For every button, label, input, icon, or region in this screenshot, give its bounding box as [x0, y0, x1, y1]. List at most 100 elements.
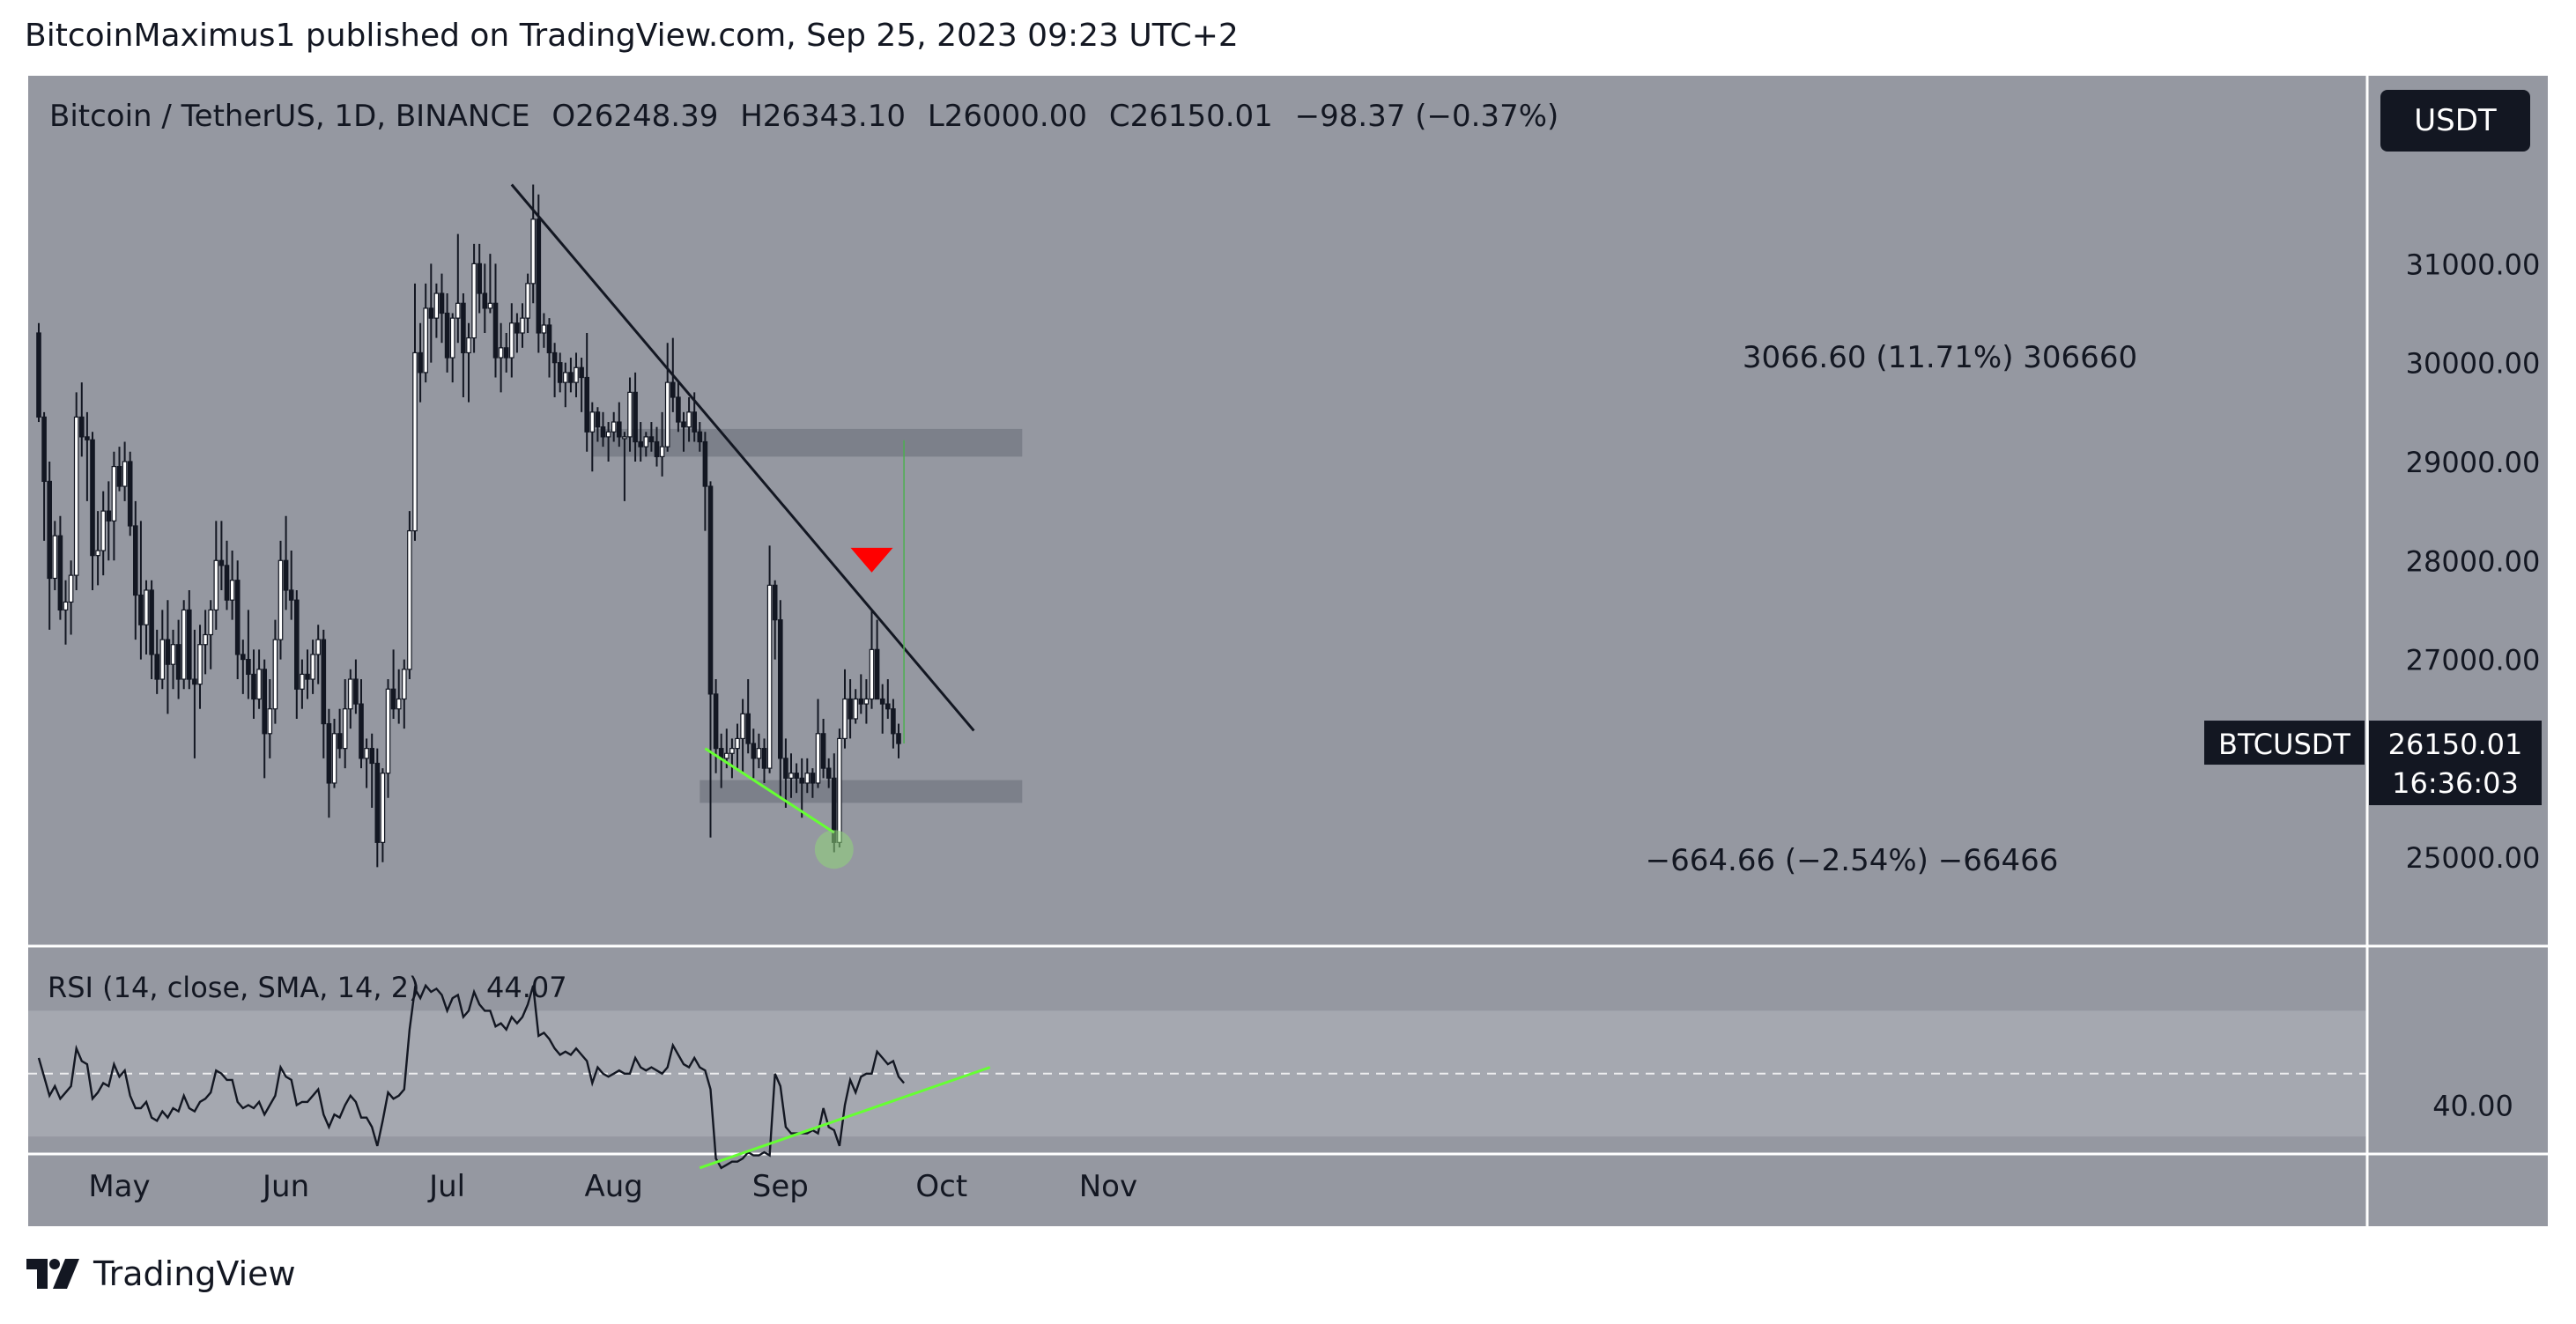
candle [197, 625, 203, 709]
candle-body [557, 362, 563, 383]
candle [100, 491, 107, 576]
candle [530, 184, 537, 304]
candle [144, 580, 149, 655]
candle [508, 303, 514, 378]
candle-body [568, 372, 574, 383]
candle-body [896, 733, 901, 744]
candle-body [514, 322, 520, 334]
candle-body [73, 416, 79, 576]
rsi-divergence-line [699, 1066, 991, 1170]
candle-body [633, 391, 638, 443]
candle [676, 382, 681, 433]
candle [869, 610, 875, 709]
candle-body [385, 688, 391, 774]
candle [267, 679, 273, 758]
candle-body [348, 678, 353, 710]
candle-body [331, 733, 337, 784]
candle-body [455, 302, 461, 319]
candle [643, 432, 649, 457]
candle [777, 600, 783, 798]
candle-body [777, 619, 783, 759]
change-value: −98.37 (−0.37%) [1294, 99, 1559, 134]
candle-body [283, 559, 289, 591]
candle-body [740, 713, 745, 740]
candle [36, 322, 41, 423]
candle [879, 684, 885, 734]
candle [514, 313, 520, 353]
candle-body [310, 654, 315, 680]
candle-body [439, 292, 445, 314]
candle [159, 610, 166, 690]
candle [380, 768, 386, 862]
candle-body [772, 584, 778, 621]
chart-area[interactable]: 25000.00 27000.00 28000.00 29000.00 30000.00… [26, 74, 2550, 1228]
candle [428, 263, 434, 363]
candle [498, 322, 504, 393]
chart-labels: 3066.60 (11.71%) 306660 −664.66 (−2.54%) … [48, 340, 2137, 1004]
candle-body [574, 366, 579, 383]
footer-brand: TradingView [93, 1254, 296, 1293]
candle-body [41, 416, 47, 483]
candle [600, 411, 606, 447]
candle [407, 511, 412, 680]
candle-body [794, 773, 799, 779]
candle-body [267, 708, 273, 735]
candle-body [402, 669, 407, 700]
candle-body [686, 411, 692, 428]
candle [337, 708, 343, 758]
candle-body [643, 436, 649, 447]
currency-button[interactable]: USDT [2380, 90, 2530, 152]
candle [213, 521, 219, 630]
y-tick-label: 30000.00 [2406, 347, 2541, 381]
candle [707, 481, 714, 838]
candle [492, 263, 499, 378]
candle [471, 243, 477, 353]
candle [390, 649, 396, 719]
footer-logo[interactable]: TradingView [26, 1254, 296, 1293]
candle-body [600, 426, 606, 438]
candle [546, 318, 552, 378]
candle-body [449, 317, 455, 359]
candle-body [369, 748, 375, 765]
candle-body [246, 658, 251, 676]
candle-body [353, 678, 359, 705]
x-tick-label: May [88, 1169, 150, 1204]
candle-body [428, 307, 434, 319]
candle [294, 589, 300, 719]
candle [788, 753, 794, 798]
candle [589, 402, 596, 472]
candle-body [498, 347, 504, 359]
candle [272, 619, 278, 724]
price-zones [592, 428, 1023, 803]
candle [756, 733, 762, 769]
candle [154, 629, 160, 694]
candle-body [681, 421, 686, 428]
candle-body [735, 737, 740, 750]
candle-body [766, 584, 773, 769]
candle-body [487, 302, 493, 309]
candle [385, 679, 391, 798]
candle [364, 738, 369, 788]
candle [751, 729, 757, 779]
candle [439, 273, 445, 344]
candle-body [78, 416, 85, 438]
descending-trendline [510, 183, 975, 732]
candle-body [788, 773, 794, 779]
candle-body [380, 773, 386, 843]
chart-canvas[interactable]: 25000.00 27000.00 28000.00 29000.00 30000.00… [28, 76, 2550, 1228]
candle [891, 699, 896, 749]
candle [138, 521, 144, 660]
candle [858, 674, 864, 714]
candle [466, 322, 471, 403]
candle-body [262, 669, 268, 735]
candle [423, 283, 429, 383]
candle-body [288, 589, 294, 601]
candle [111, 451, 117, 561]
candle [616, 402, 622, 447]
candle-body [337, 733, 343, 750]
candle [85, 411, 90, 501]
candle [783, 738, 788, 809]
candle [278, 540, 284, 660]
rsi-value: 44.07 [486, 971, 567, 1004]
candle [611, 411, 617, 442]
